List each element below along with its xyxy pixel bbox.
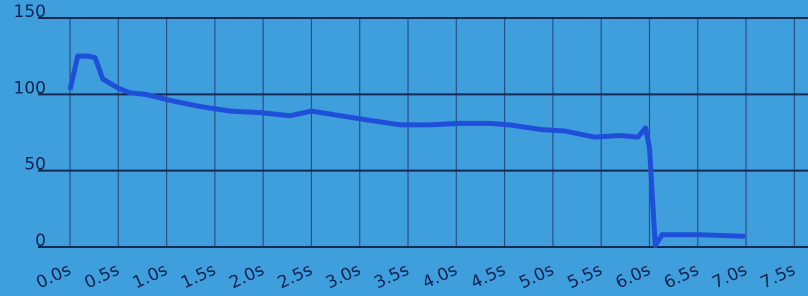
x-tick-label: 6.5s: [661, 260, 702, 293]
x-tick-label: 0.5s: [82, 260, 123, 293]
x-tick-label: 2.5s: [275, 260, 316, 293]
page: 0.0s0.5s1.0s1.5s2.0s2.5s3.0s3.5s4.0s4.5s…: [0, 0, 808, 296]
x-tick-label: 7.0s: [709, 260, 750, 293]
x-tick-label: 4.0s: [420, 260, 461, 293]
y-tick-label: 50: [24, 155, 46, 175]
x-tick-label: 2.0s: [226, 260, 267, 293]
x-tick-label: 5.0s: [516, 260, 557, 293]
x-tick-label: 0.0s: [33, 260, 74, 293]
x-tick-label: 5.5s: [564, 260, 605, 293]
y-tick-label: 150: [14, 2, 46, 22]
x-tick-label: 1.0s: [130, 260, 171, 293]
x-tick-label: 6.0s: [613, 260, 654, 293]
x-tick-label: 3.5s: [371, 260, 412, 293]
chart: 0.0s0.5s1.0s1.5s2.0s2.5s3.0s3.5s4.0s4.5s…: [0, 0, 808, 296]
x-tick-label: 1.5s: [178, 260, 219, 293]
x-tick-label: 7.5s: [758, 260, 799, 293]
y-tick-label: 100: [14, 78, 46, 98]
y-tick-label: 0: [35, 231, 46, 251]
x-tick-label: 4.5s: [468, 260, 509, 293]
x-tick-label: 3.0s: [323, 260, 364, 293]
